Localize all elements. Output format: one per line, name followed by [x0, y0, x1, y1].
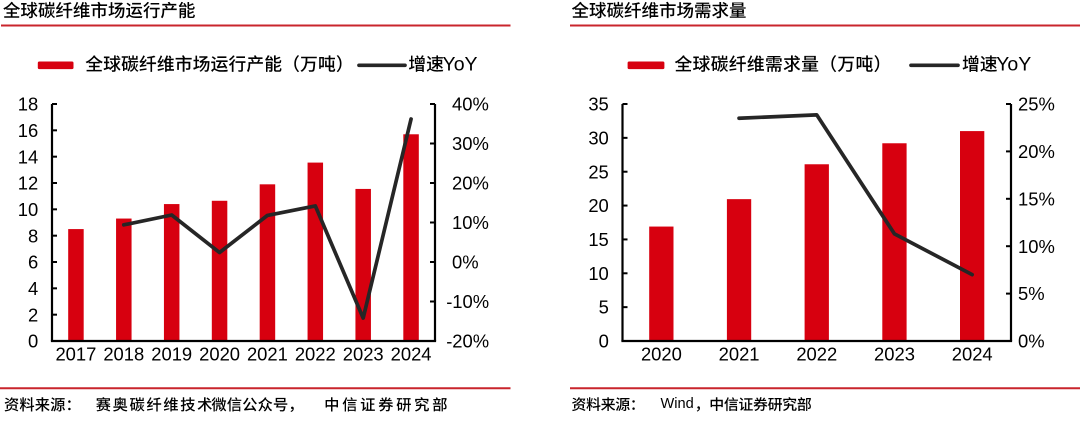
svg-text:2019: 2019	[151, 344, 192, 365]
svg-text:Wind: Wind	[661, 396, 694, 412]
svg-text:20%: 20%	[1018, 141, 1055, 162]
svg-text:15%: 15%	[1018, 188, 1055, 209]
svg-text:2024: 2024	[952, 344, 993, 365]
svg-text:14: 14	[18, 146, 38, 167]
svg-text:25%: 25%	[1018, 94, 1055, 115]
svg-text:25: 25	[588, 161, 608, 182]
svg-text:2017: 2017	[55, 344, 96, 365]
svg-text:2021: 2021	[247, 344, 288, 365]
svg-text:35: 35	[588, 94, 608, 115]
svg-text:30%: 30%	[452, 133, 489, 154]
svg-text:10: 10	[18, 199, 38, 220]
svg-text:10: 10	[588, 263, 608, 284]
svg-text:6: 6	[28, 252, 38, 273]
svg-text:2020: 2020	[199, 344, 240, 365]
svg-text:-10%: -10%	[446, 291, 489, 312]
svg-text:0: 0	[599, 331, 609, 352]
svg-text:2023: 2023	[874, 344, 915, 365]
svg-text:2022: 2022	[796, 344, 837, 365]
svg-text:40%: 40%	[452, 94, 489, 115]
svg-text:YoY: YoY	[443, 53, 478, 75]
svg-text:16: 16	[18, 120, 38, 141]
svg-text:5%: 5%	[1018, 283, 1045, 304]
svg-text:2022: 2022	[295, 344, 336, 365]
svg-text:2020: 2020	[641, 344, 682, 365]
svg-text:0: 0	[28, 331, 38, 352]
svg-text:20: 20	[588, 195, 608, 216]
svg-text:5: 5	[599, 297, 609, 318]
svg-text:2: 2	[28, 304, 38, 325]
svg-text:10%: 10%	[452, 212, 489, 233]
svg-text:2018: 2018	[103, 344, 144, 365]
svg-text:8: 8	[28, 225, 38, 246]
svg-text:4: 4	[28, 278, 38, 299]
svg-text:2024: 2024	[391, 344, 432, 365]
svg-text:12: 12	[18, 173, 38, 194]
svg-text:2023: 2023	[343, 344, 384, 365]
svg-text:30: 30	[588, 128, 608, 149]
svg-text:2021: 2021	[719, 344, 760, 365]
svg-text:0%: 0%	[1018, 331, 1045, 352]
svg-text:-20%: -20%	[446, 331, 489, 352]
svg-text:15: 15	[588, 229, 608, 250]
svg-text:18: 18	[18, 94, 38, 115]
svg-text:YoY: YoY	[996, 53, 1031, 75]
svg-text:20%: 20%	[452, 173, 489, 194]
svg-text:10%: 10%	[1018, 236, 1055, 257]
svg-text:0%: 0%	[452, 252, 479, 273]
